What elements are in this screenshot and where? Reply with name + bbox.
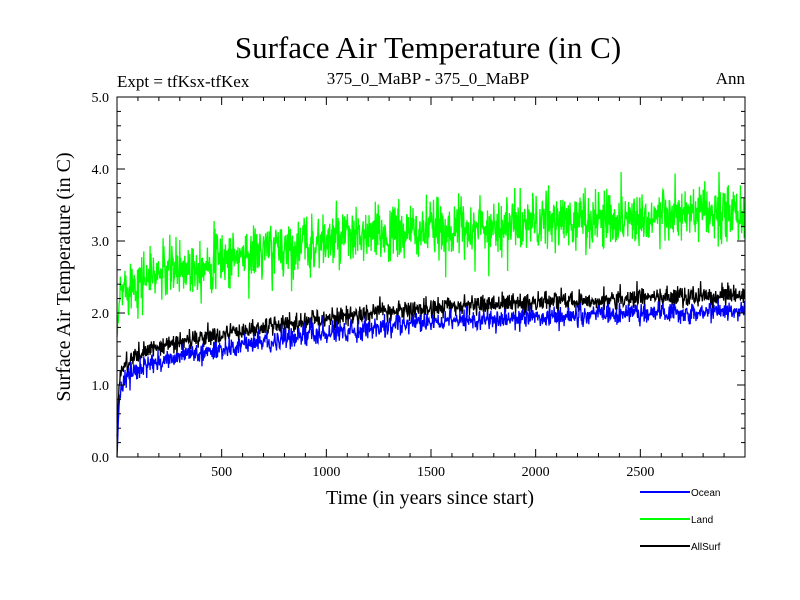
x-tick-label: 1500	[417, 465, 445, 480]
x-axis-label: Time (in years since start)	[326, 487, 534, 509]
subtitle-center: 375_0_MaBP - 375_0_MaBP	[327, 69, 529, 88]
axes-layer: 500 1000 1500 2000 2500 0.0 1.0 2.0 3.0 4.0 5.0	[92, 91, 746, 480]
y-tick-label: 5.0	[92, 91, 110, 106]
legend-label-ocean: Ocean	[691, 488, 720, 499]
y-tick-label: 0.0	[92, 451, 110, 466]
series-allsurf-line	[116, 281, 746, 437]
x-tick-label: 2000	[522, 465, 550, 480]
y-tick-label: 1.0	[92, 379, 110, 394]
y-tick-label: 4.0	[92, 163, 110, 178]
x-tick-label: 1000	[312, 465, 340, 480]
subtitle-left: Expt = tfKsx-tfKex	[117, 72, 250, 91]
x-tick-label: 500	[211, 465, 232, 480]
subtitle-right: Ann	[716, 69, 746, 88]
y-tick-label: 2.0	[92, 307, 110, 322]
chart-title: Surface Air Temperature (in C)	[235, 30, 621, 65]
series-ocean-line	[116, 299, 746, 458]
series-layer	[116, 171, 746, 458]
y-tick-label: 3.0	[92, 235, 110, 250]
y-axis-label: Surface Air Temperature (in C)	[53, 152, 75, 401]
x-tick-label: 2500	[626, 465, 654, 480]
legend-label-land: Land	[691, 515, 713, 526]
series-land-line	[116, 171, 746, 338]
legend: Ocean Land AllSurf	[640, 488, 721, 553]
legend-label-allsurf: AllSurf	[691, 542, 721, 553]
